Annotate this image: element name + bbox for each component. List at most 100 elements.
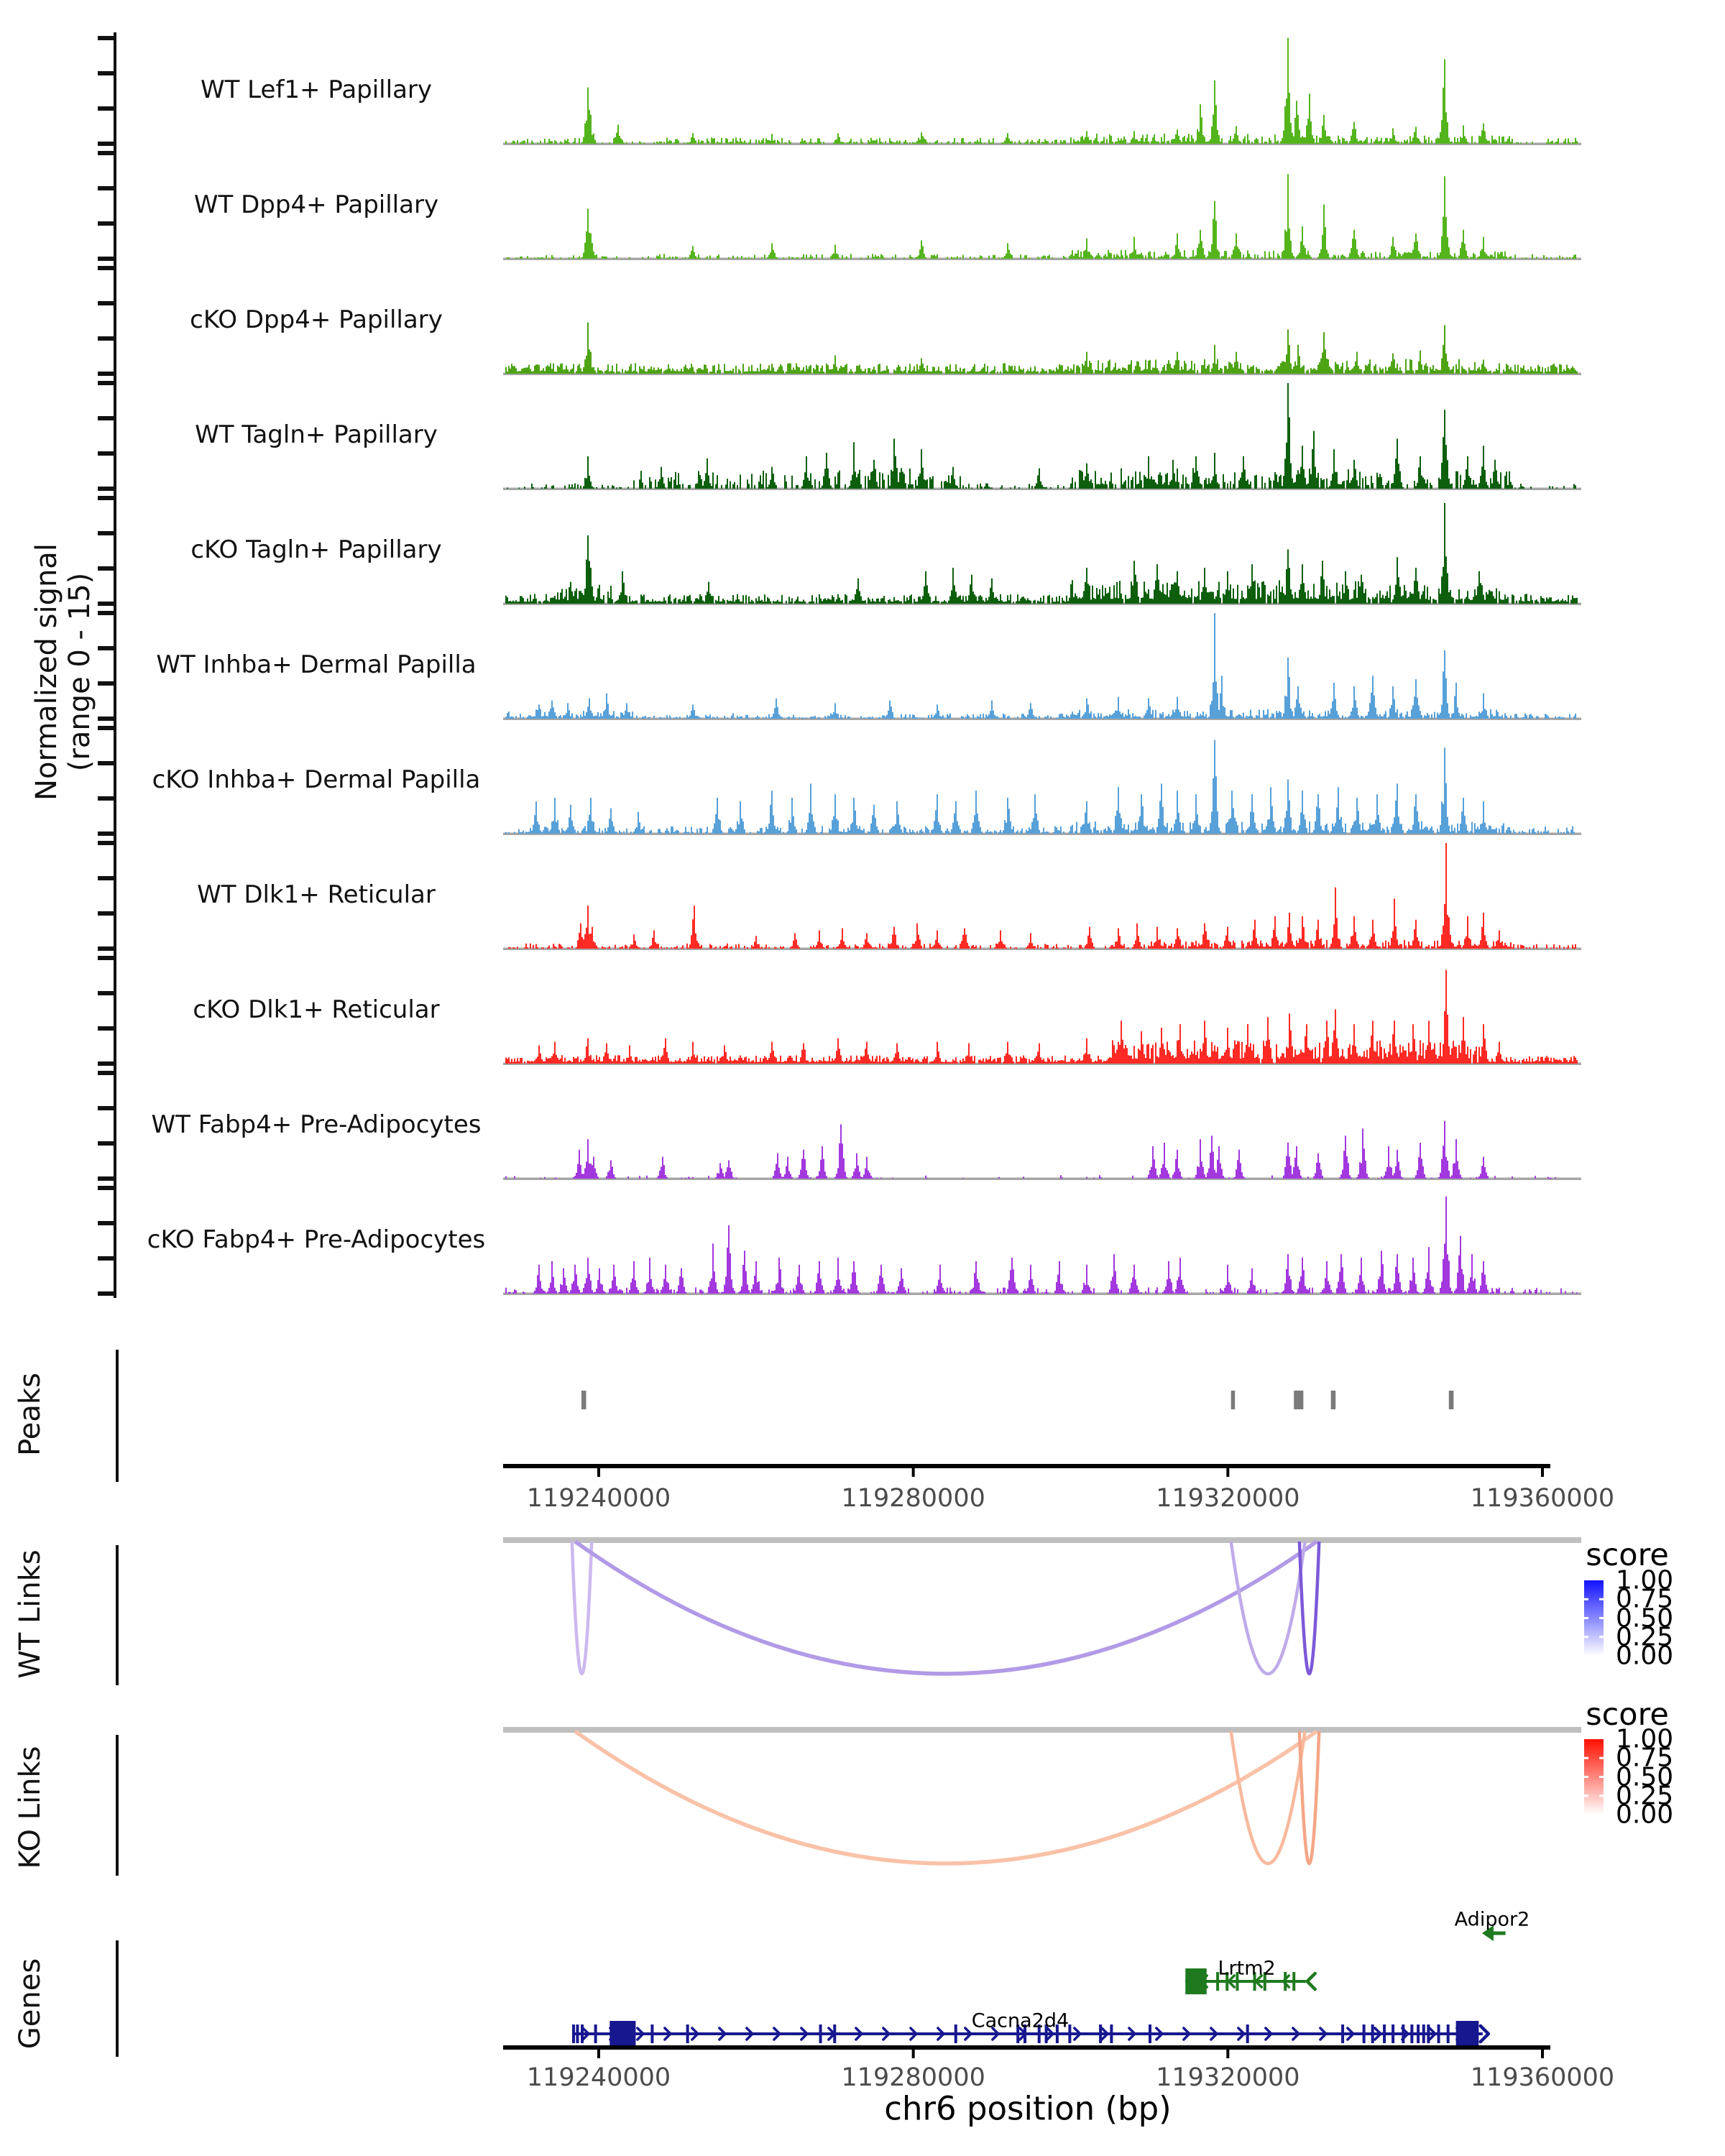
gene-exon-tick bbox=[1068, 2024, 1072, 2043]
wt-links-arc-0 bbox=[570, 1541, 594, 1675]
gene-exon-tick bbox=[594, 2024, 597, 2043]
track-baseline bbox=[503, 372, 1581, 375]
wt-links-legend-tick-label: 1.00 bbox=[1616, 1565, 1674, 1595]
gene-strand-chevron bbox=[1292, 2027, 1300, 2041]
gene-exon-box bbox=[610, 2021, 636, 2047]
track-signal bbox=[505, 502, 1578, 604]
peak-interval-mark bbox=[581, 1391, 586, 1409]
ko-links-arc-1 bbox=[1229, 1731, 1307, 1866]
wt-links-arc-2 bbox=[1229, 1541, 1307, 1676]
gene-exon-tick bbox=[1427, 2024, 1430, 2043]
peak-interval-mark bbox=[1230, 1391, 1236, 1409]
track-baseline bbox=[503, 717, 1581, 720]
ko-links-legend-title: score bbox=[1586, 1697, 1669, 1733]
peaks-axis-tick-label: 119240000 bbox=[526, 1484, 671, 1513]
gene-strand-chevron bbox=[1155, 2027, 1164, 2041]
genes-axis-tick-label: 119360000 bbox=[1470, 2063, 1615, 2092]
track-label-10: cKO Fabp4+ Pre-Adipocytes bbox=[147, 1225, 486, 1254]
gene-label-Adipor2: Adipor2 bbox=[1454, 1908, 1530, 1931]
coverage-track-10 bbox=[503, 1196, 1581, 1295]
track-signal bbox=[508, 843, 1576, 949]
wt-links-legend-tick-label: 0.00 bbox=[1616, 1641, 1674, 1671]
gene-exon-tick bbox=[1037, 2024, 1041, 2043]
gene-strand-chevron bbox=[1210, 2027, 1218, 2041]
genes-axis bbox=[503, 2045, 1550, 2058]
gene-exon-tick bbox=[1417, 2024, 1420, 2043]
coverage-track-4 bbox=[503, 502, 1581, 605]
track-baseline bbox=[503, 142, 1581, 145]
gene-exon-box bbox=[1455, 2021, 1479, 2047]
gene-strand-chevron bbox=[1227, 1974, 1236, 1989]
y-axis-label: Normalized signal (range 0 - 15) bbox=[30, 543, 96, 801]
wt-links-baseline bbox=[503, 1537, 1581, 1543]
track-label-2: cKO Dpp4+ Papillary bbox=[190, 305, 443, 334]
track-baseline bbox=[503, 257, 1581, 260]
gene-strand-chevron bbox=[636, 2027, 645, 2041]
wt-links-legend-tick-label: 0.50 bbox=[1616, 1603, 1674, 1633]
gene-strand-chevron bbox=[800, 2027, 809, 2041]
gene-exon-tick bbox=[1246, 2024, 1249, 2043]
wt-links-arc-3 bbox=[1297, 1541, 1321, 1675]
peak-interval-mark bbox=[1330, 1391, 1336, 1409]
wt-links-legend-tick-label: 0.25 bbox=[1616, 1622, 1674, 1652]
gene-exon-tick bbox=[1216, 1972, 1220, 1991]
track-signal bbox=[505, 322, 1578, 374]
gene-exon-tick bbox=[1099, 2024, 1103, 2043]
track-label-3: WT Tagln+ Papillary bbox=[195, 420, 438, 449]
gene-label-Cacna2d4: Cacna2d4 bbox=[971, 2009, 1070, 2032]
gene-strand-chevron bbox=[855, 2027, 863, 2041]
gene-terminal-arrow bbox=[1478, 2024, 1491, 2044]
gene-Cacna2d4 bbox=[571, 2021, 1491, 2047]
track-signal bbox=[505, 969, 1578, 1064]
track-signal bbox=[505, 38, 1578, 144]
gene-strand-arrowhead bbox=[1481, 1925, 1494, 1941]
gene-strand-chevron bbox=[1282, 1974, 1290, 1989]
gene-exon-tick bbox=[650, 2024, 654, 2043]
gene-exon-tick bbox=[1263, 1972, 1266, 1991]
track-signal bbox=[505, 1196, 1578, 1294]
track-baseline bbox=[503, 1062, 1581, 1065]
wt-links-legend-title: score bbox=[1586, 1537, 1669, 1573]
wt-links-arc-1 bbox=[574, 1539, 1318, 1676]
y-axis-label-line2: (range 0 - 15) bbox=[63, 572, 96, 772]
coverage-track-3 bbox=[503, 383, 1581, 490]
gene-strand-chevron bbox=[1128, 2027, 1136, 2041]
gene-exon-tick bbox=[954, 2024, 957, 2043]
gene-strand-chevron bbox=[937, 2027, 945, 2041]
gene-strand-chevron bbox=[773, 2027, 781, 2041]
track-baseline bbox=[503, 1292, 1581, 1295]
gene-exon-tick bbox=[1055, 2024, 1059, 2043]
gene-strand-chevron bbox=[663, 2027, 672, 2041]
gene-exon-tick bbox=[686, 2024, 689, 2043]
gene-strand-chevron bbox=[1046, 2027, 1054, 2041]
peak-interval-mark bbox=[1294, 1391, 1304, 1409]
gene-strand-chevron bbox=[691, 2027, 699, 2041]
gene-Adipor2 bbox=[1481, 1925, 1506, 1941]
ko-links-arc-2 bbox=[1297, 1731, 1321, 1865]
gene-exon-tick bbox=[1110, 2024, 1113, 2043]
gene-exon-tick bbox=[1292, 1972, 1296, 1991]
gene-exon-tick bbox=[571, 2024, 575, 2043]
gene-exon-tick bbox=[576, 2024, 579, 2043]
gene-exon-tick bbox=[1236, 1972, 1239, 1991]
gene-strand-chevron bbox=[581, 2027, 590, 2041]
track-baseline bbox=[503, 832, 1581, 835]
wt-links-section-label: WT Links bbox=[14, 1549, 47, 1679]
gene-terminal-arrow bbox=[1305, 1971, 1317, 1991]
gene-strand-chevron bbox=[909, 2027, 918, 2041]
track-label-0: WT Lef1+ Papillary bbox=[200, 75, 433, 104]
gene-strand-chevron bbox=[1319, 2027, 1328, 2041]
gene-exon-tick bbox=[1371, 2024, 1374, 2043]
gene-exon-tick bbox=[1284, 1972, 1287, 1991]
gene-strand-chevron bbox=[1100, 2027, 1109, 2041]
gene-exon-tick bbox=[819, 2024, 822, 2043]
track-signal bbox=[507, 383, 1576, 489]
gene-strand-chevron bbox=[964, 2027, 972, 2041]
gene-exon-tick bbox=[1383, 2024, 1386, 2043]
genes-axis-tick-label: 119320000 bbox=[1156, 2063, 1300, 2092]
gene-exon-tick bbox=[1341, 2024, 1345, 2043]
gene-exon-tick bbox=[581, 2024, 584, 2043]
track-baseline bbox=[503, 1177, 1581, 1180]
